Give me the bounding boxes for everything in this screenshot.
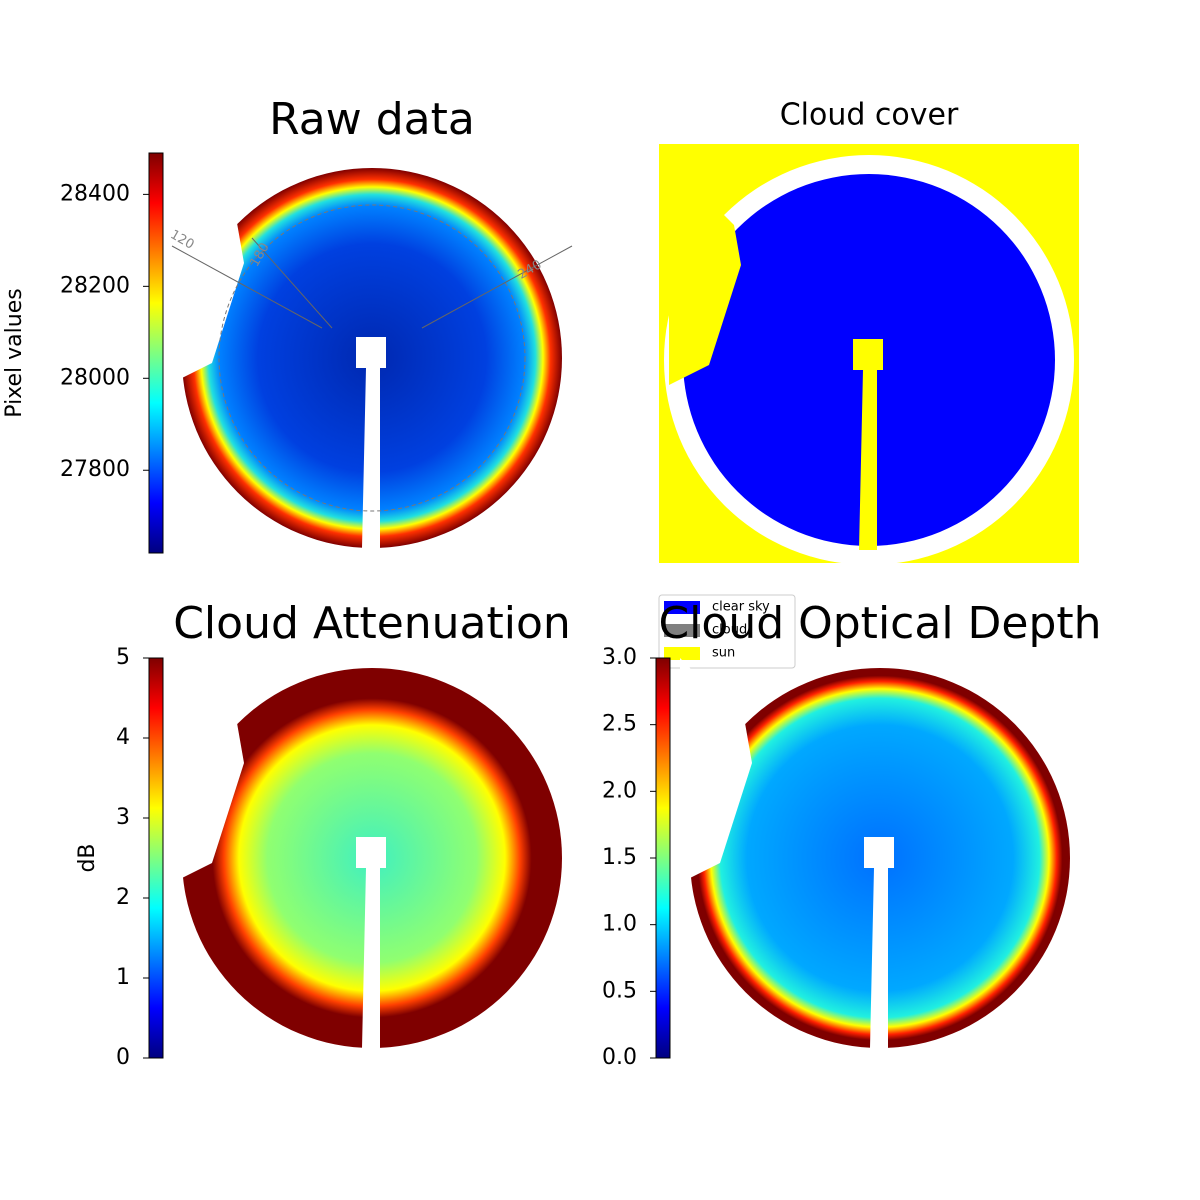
colorbar-tick-label: 28000 [60, 365, 130, 390]
sun-mask [853, 339, 883, 550]
legend-swatch [664, 601, 700, 614]
colorbar-tick-label: 28400 [60, 181, 130, 206]
colorbar-label: dB [75, 843, 100, 872]
colorbar-tick-label: 3.0 [602, 645, 637, 670]
colorbar [148, 152, 164, 554]
colorbar-tick-label: 27800 [60, 457, 130, 482]
legend-label: clear sky [712, 600, 770, 615]
panel-title: Cloud Optical Depth [658, 598, 1101, 649]
colorbar [148, 657, 164, 1059]
sun-mask [864, 837, 894, 1048]
colorbar-tick-label: 2.5 [602, 712, 637, 737]
colorbar-tick-label: 1.0 [602, 912, 637, 937]
image-notch [172, 158, 244, 383]
colorbar-tick-label: 2 [116, 885, 130, 910]
panel-title: Raw data [269, 94, 475, 145]
polar-spoke [171, 245, 323, 329]
colorbar-tick-label: 28200 [60, 273, 130, 298]
colorbar-label: Pixel values [2, 288, 27, 417]
polar-ring [218, 204, 526, 512]
polar-spoke [251, 237, 333, 329]
colorbar-tick-label: 4 [116, 725, 130, 750]
sun-mask [356, 337, 386, 548]
colorbar-tick-label: 0.5 [602, 978, 637, 1003]
image-notch [669, 160, 741, 385]
colorbar-tick-label: 0 [116, 1045, 130, 1070]
legend-swatch [664, 647, 700, 660]
image-notch [680, 658, 752, 883]
colorbar [655, 657, 671, 1059]
image-notch [172, 658, 244, 883]
polar-spoke [421, 245, 573, 329]
panel-title: Cloud cover [780, 98, 959, 133]
colorbar-tick-label: 5 [116, 645, 130, 670]
sun-mask [356, 837, 386, 1048]
colorbar-tick-label: 0.0 [602, 1045, 637, 1070]
panel-title: Cloud Attenuation [173, 598, 571, 649]
colorbar-tick-label: 1.5 [602, 845, 637, 870]
colorbar-tick-label: 3 [116, 805, 130, 830]
colorbar-tick-label: 2.0 [602, 778, 637, 803]
legend-swatch [664, 624, 700, 637]
legend-label: cloud [712, 623, 747, 638]
colorbar-tick-label: 1 [116, 965, 130, 990]
legend-label: sun [712, 646, 735, 661]
